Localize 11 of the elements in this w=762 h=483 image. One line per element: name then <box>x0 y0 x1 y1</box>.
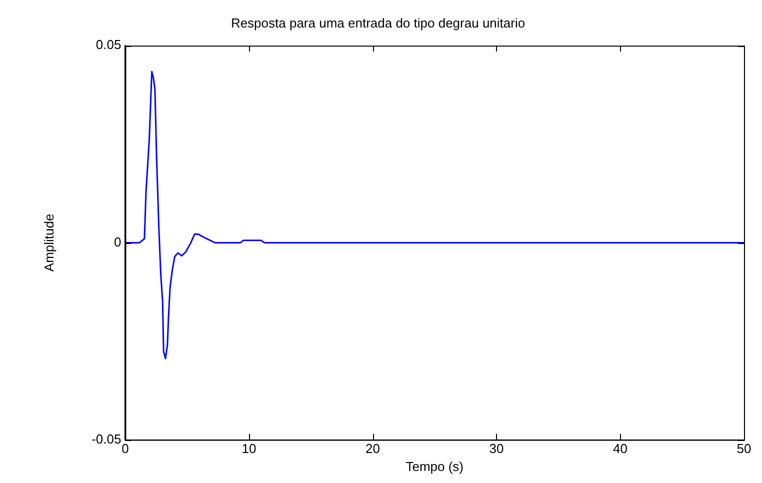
x-tick-label: 50 <box>736 441 752 456</box>
y-tick-label: 0.05 <box>96 37 122 52</box>
x-tick-label: 40 <box>613 441 628 456</box>
y-tick-label: -0.05 <box>92 431 122 446</box>
x-tick-label: 30 <box>489 441 504 456</box>
chart-title: Resposta para uma entrada do tipo degrau unitario <box>230 15 526 30</box>
y-axis-title: Amplitude <box>41 214 56 272</box>
x-tick-label: 10 <box>242 441 256 456</box>
y-tick-label: 0 <box>114 234 122 250</box>
x-tick-label: 20 <box>366 441 380 456</box>
x-axis-title: Tempo (s) <box>406 458 464 474</box>
